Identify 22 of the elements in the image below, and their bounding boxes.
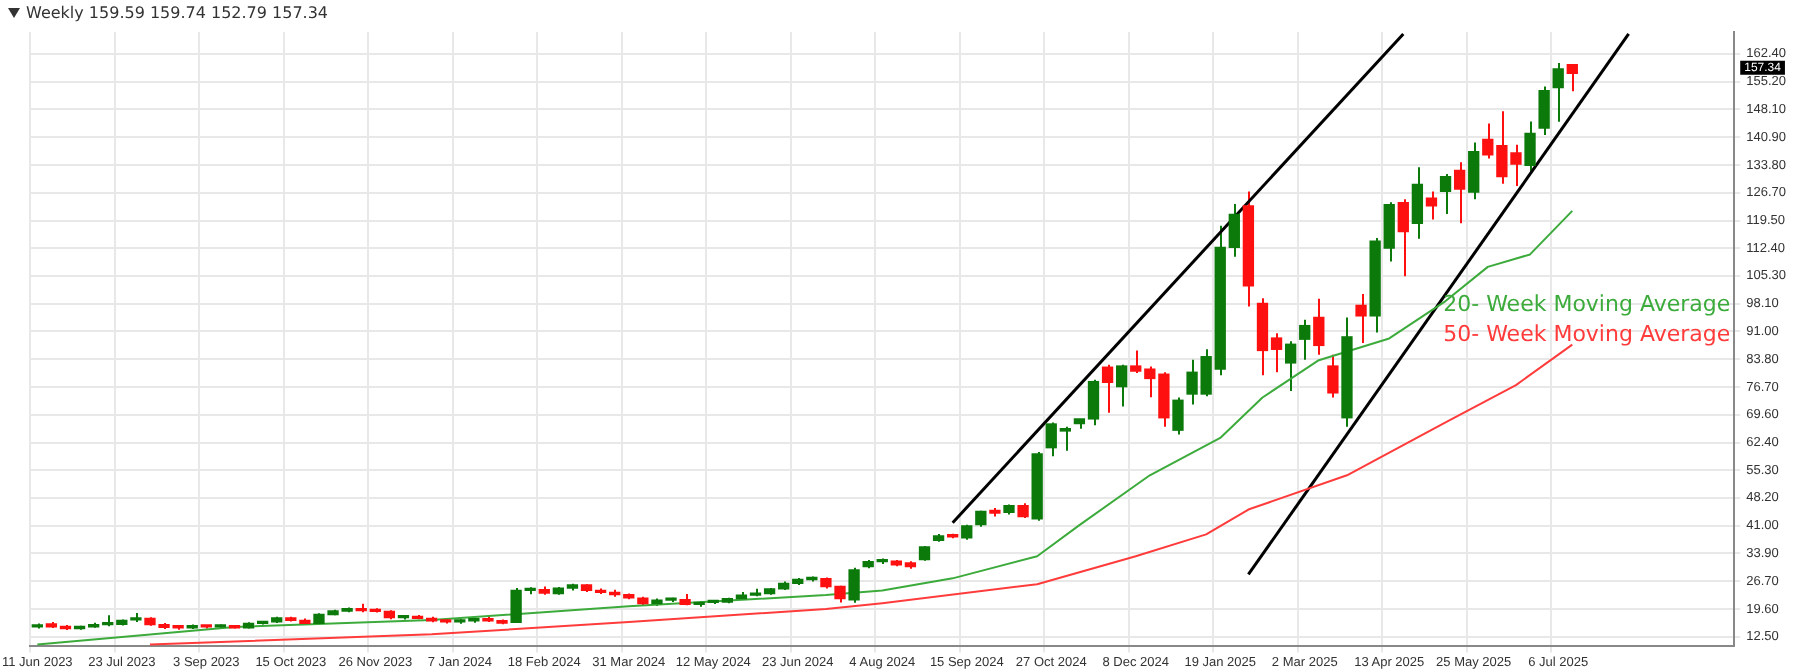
candlestick xyxy=(1355,293,1367,345)
candlestick xyxy=(1284,340,1297,392)
candlestick xyxy=(1453,161,1466,225)
series-label: 50- Week Moving Average xyxy=(1443,320,1731,347)
chart-title: Weekly 159.59 159.74 152.79 157.34 xyxy=(26,4,329,22)
candlestick xyxy=(1411,166,1424,240)
candlestick xyxy=(1439,172,1452,215)
candlestick xyxy=(1397,198,1409,278)
candlestick xyxy=(1101,363,1114,414)
candlestick xyxy=(1425,190,1438,221)
candlestick xyxy=(1116,363,1128,408)
candlestick xyxy=(1172,396,1184,436)
candlestick xyxy=(848,566,860,604)
candlestick xyxy=(1524,120,1536,173)
candlestick xyxy=(1552,62,1564,123)
candlestick xyxy=(1538,85,1550,137)
candlestick xyxy=(1299,318,1311,361)
series-label: 20- Week Moving Average xyxy=(1443,291,1731,318)
candlestick xyxy=(1468,141,1480,201)
candlestick xyxy=(1327,353,1339,399)
candlestick xyxy=(1566,63,1578,93)
candlestick xyxy=(1313,297,1325,356)
